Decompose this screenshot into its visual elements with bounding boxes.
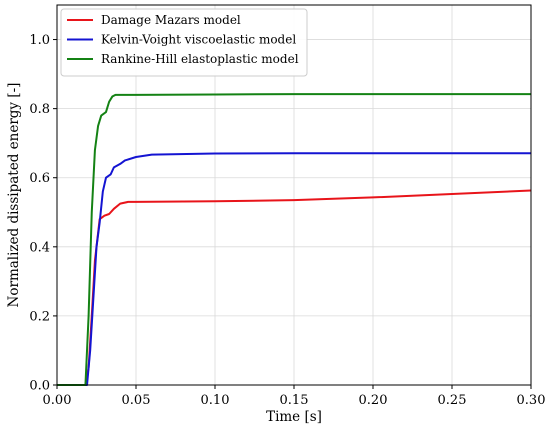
y-axis-ticks: 0.0 0.2 0.4 0.6 0.8 1.0 <box>29 33 57 394</box>
legend-label: Damage Mazars model <box>101 13 241 27</box>
y-tick-label: 1.0 <box>29 33 50 48</box>
x-tick-label: 0.25 <box>438 393 467 408</box>
legend: Damage Mazars model Kelvin-Voight viscoel… <box>60 8 308 77</box>
series-layer <box>57 93 532 386</box>
y-tick-label: 0.4 <box>29 240 50 255</box>
y-tick-label: 0.2 <box>29 309 50 324</box>
x-tick-label: 0.05 <box>122 393 151 408</box>
x-axis-label: Time [s] <box>266 409 322 425</box>
y-tick-label: 0.6 <box>29 171 50 186</box>
legend-label: Rankine-Hill elastoplastic model <box>101 52 299 66</box>
x-axis-ticks: 0.00 0.05 0.10 0.15 0.20 0.25 0.30 <box>43 385 546 408</box>
y-axis-label: Normalized dissipated energy [-] <box>6 83 22 308</box>
y-tick-label: 0.0 <box>29 379 50 394</box>
series-line <box>57 93 531 386</box>
legend-label: Kelvin-Voight viscoelastic model <box>101 33 296 47</box>
y-tick-label: 0.8 <box>29 102 50 117</box>
x-tick-label: 0.15 <box>280 393 309 408</box>
x-tick-label: 0.20 <box>359 393 388 408</box>
x-tick-label: 0.00 <box>43 393 72 408</box>
x-tick-label: 0.10 <box>201 393 230 408</box>
legend-box <box>60 8 308 77</box>
series-line <box>57 152 531 386</box>
x-tick-label: 0.30 <box>517 393 546 408</box>
